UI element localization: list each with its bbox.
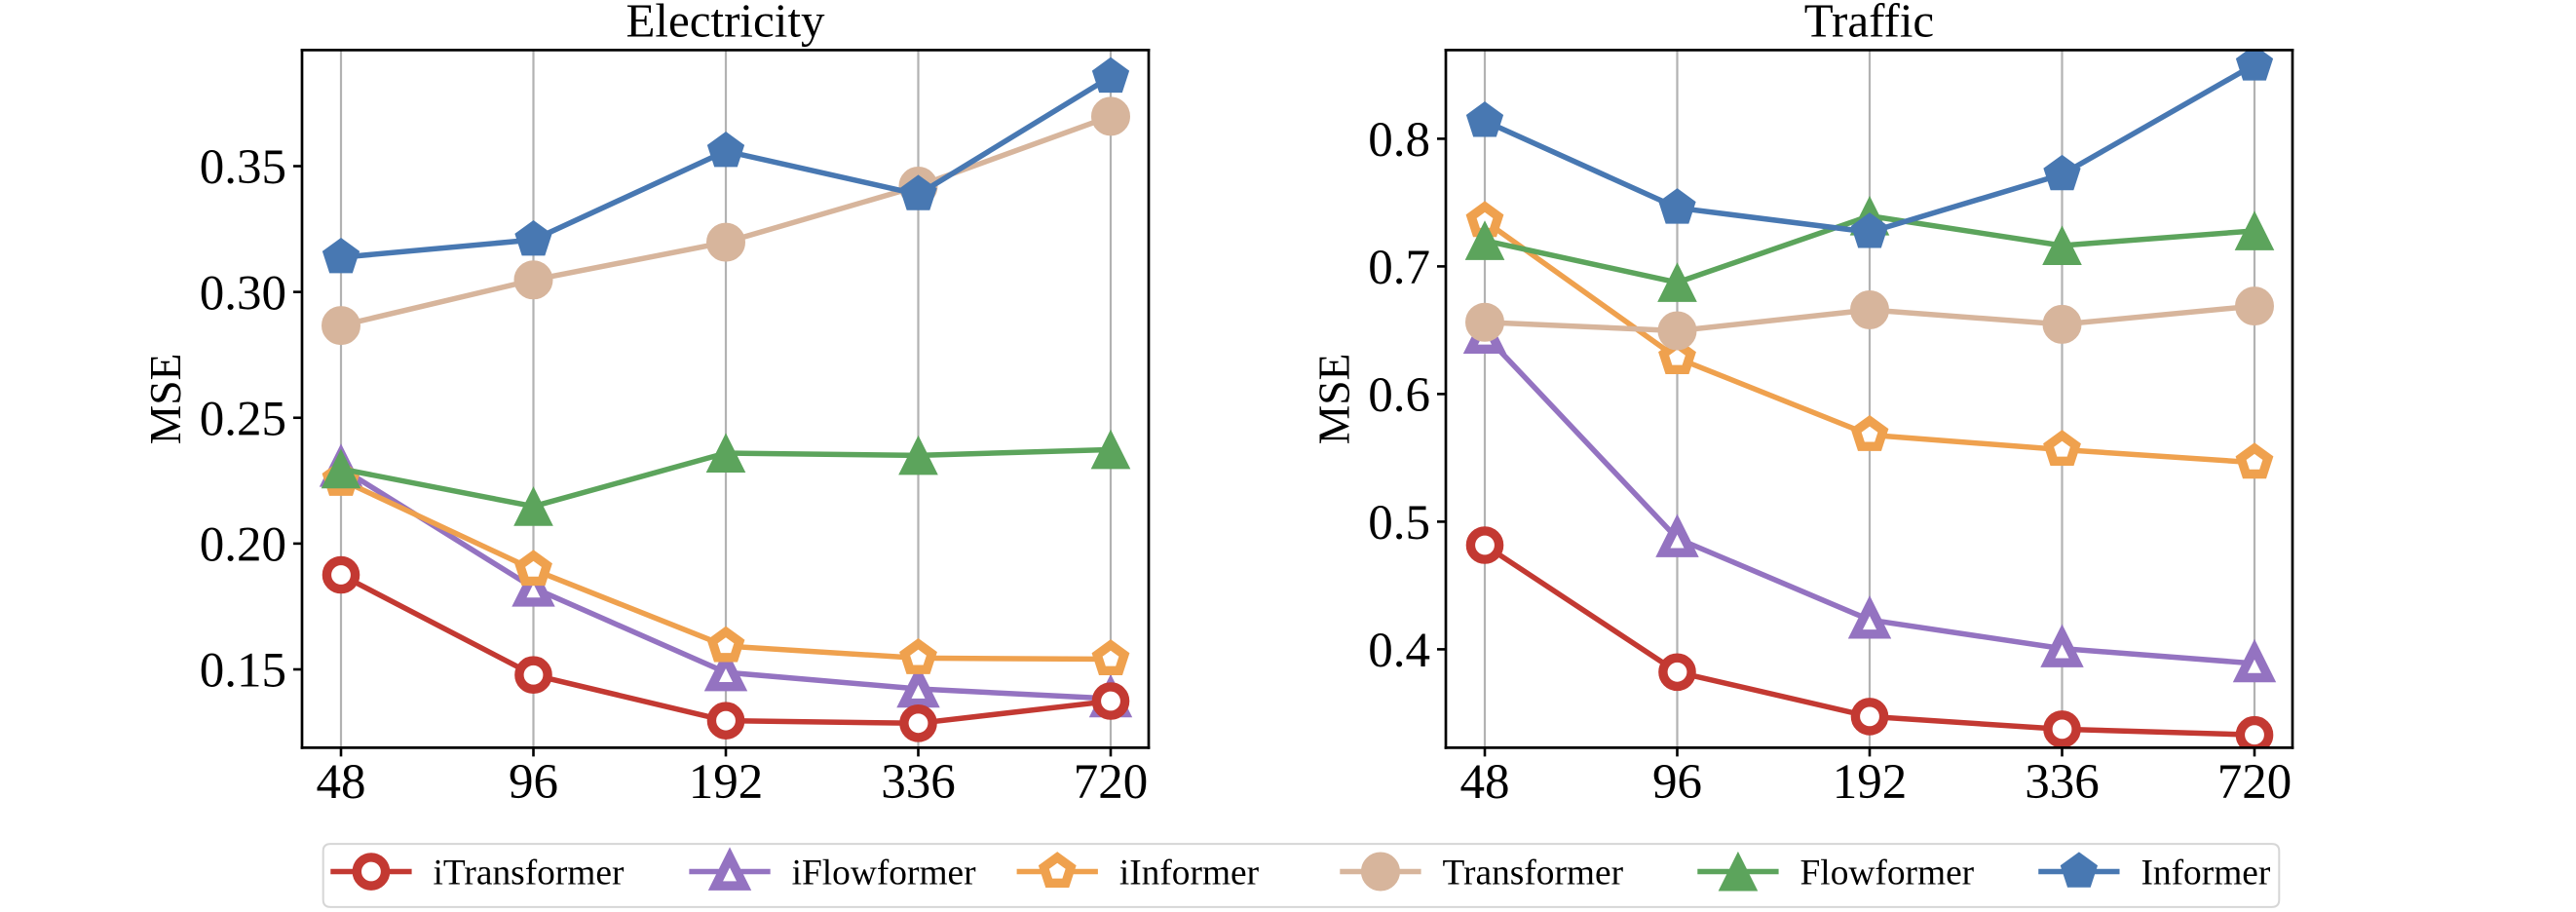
svg-text:0.7: 0.7 <box>1368 241 1430 295</box>
svg-text:Electricity: Electricity <box>625 0 825 48</box>
svg-text:720: 720 <box>1074 755 1149 810</box>
svg-text:0.20: 0.20 <box>200 518 286 573</box>
svg-text:Traffic: Traffic <box>1804 0 1934 48</box>
svg-text:720: 720 <box>2217 755 2292 810</box>
svg-text:0.30: 0.30 <box>200 266 286 321</box>
svg-text:96: 96 <box>1652 755 1702 810</box>
svg-text:iInformer: iInformer <box>1119 854 1260 893</box>
svg-text:0.8: 0.8 <box>1368 113 1430 168</box>
svg-text:0.6: 0.6 <box>1368 368 1430 423</box>
svg-text:MSE: MSE <box>140 354 190 445</box>
svg-text:0.5: 0.5 <box>1368 496 1430 551</box>
svg-text:0.35: 0.35 <box>200 140 286 195</box>
svg-text:iTransformer: iTransformer <box>434 854 625 893</box>
svg-text:192: 192 <box>1833 755 1908 810</box>
svg-text:MSE: MSE <box>1309 354 1359 445</box>
svg-text:48: 48 <box>316 755 365 810</box>
svg-text:Informer: Informer <box>2140 854 2270 893</box>
svg-text:336: 336 <box>881 755 956 810</box>
svg-text:Transformer: Transformer <box>1443 854 1624 893</box>
svg-text:48: 48 <box>1459 755 1509 810</box>
svg-text:iFlowformer: iFlowformer <box>792 854 977 893</box>
svg-text:Flowformer: Flowformer <box>1800 854 1975 893</box>
svg-text:96: 96 <box>509 755 558 810</box>
svg-text:0.25: 0.25 <box>200 392 286 446</box>
svg-text:0.15: 0.15 <box>200 644 286 699</box>
svg-text:192: 192 <box>689 755 764 810</box>
svg-text:0.4: 0.4 <box>1368 624 1430 678</box>
svg-text:336: 336 <box>2025 755 2100 810</box>
